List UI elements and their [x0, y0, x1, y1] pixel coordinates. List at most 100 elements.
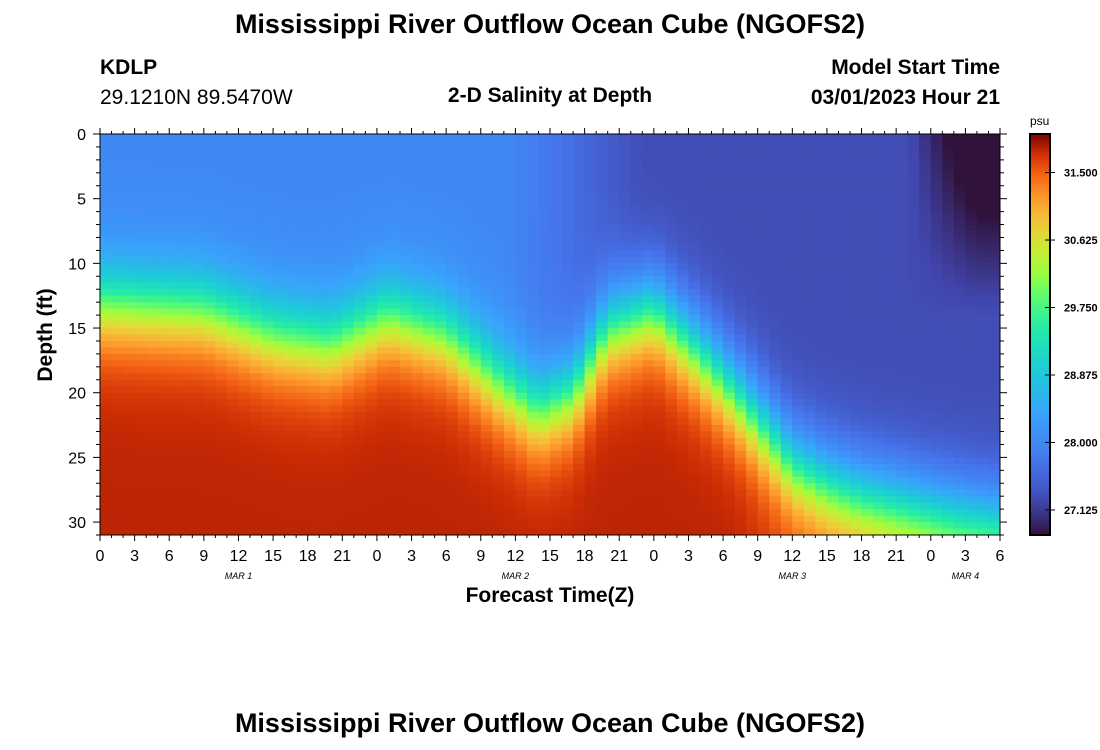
heatmap-cell: [584, 470, 597, 478]
heatmap-cell: [365, 140, 378, 148]
heatmap-cell: [873, 205, 886, 213]
heatmap-cell: [423, 224, 436, 232]
heatmap-cell: [469, 256, 482, 264]
heatmap-cell: [769, 224, 782, 232]
heatmap-cell: [850, 276, 863, 284]
y-tick-label: 0: [77, 127, 86, 144]
heatmap-cell: [169, 366, 182, 374]
heatmap-cell: [550, 431, 563, 439]
heatmap-cell: [700, 334, 713, 342]
heatmap-cell: [803, 392, 816, 400]
heatmap-cell: [296, 360, 309, 368]
heatmap-cell: [169, 328, 182, 336]
heatmap-cell: [884, 231, 897, 239]
heatmap-cell: [423, 386, 436, 394]
heatmap-cell: [711, 185, 724, 193]
heatmap-cell: [700, 328, 713, 336]
heatmap-cell: [123, 328, 136, 336]
heatmap-cell: [561, 522, 574, 530]
heatmap-cell: [330, 457, 343, 465]
heatmap-cell: [169, 302, 182, 310]
heatmap-cell: [607, 450, 620, 458]
model-start-label: Model Start Time: [831, 56, 1000, 79]
heatmap-cell: [976, 134, 990, 142]
heatmap-cell: [434, 450, 447, 458]
heatmap-cell: [607, 463, 620, 471]
heatmap-cell: [123, 399, 136, 407]
heatmap-cell: [307, 192, 320, 200]
heatmap-cell: [838, 463, 851, 471]
heatmap-cell: [492, 483, 505, 491]
heatmap-cell: [157, 134, 170, 142]
heatmap-cell: [630, 450, 643, 458]
heatmap-cell: [711, 476, 724, 484]
heatmap-cell: [284, 134, 297, 142]
heatmap-cell: [711, 509, 724, 517]
heatmap-cell: [884, 166, 897, 174]
heatmap-cell: [907, 179, 920, 187]
heatmap-cell: [296, 463, 309, 471]
heatmap-cell: [250, 231, 263, 239]
heatmap-cell: [746, 470, 759, 478]
heatmap-cell: [873, 289, 886, 297]
heatmap-cell: [861, 347, 874, 355]
heatmap-cell: [238, 366, 251, 374]
heatmap-cell: [734, 315, 747, 323]
heatmap-cell: [942, 308, 955, 316]
heatmap-cell: [157, 192, 170, 200]
heatmap-cell: [861, 237, 874, 245]
heatmap-cell: [711, 412, 724, 420]
heatmap-cell: [284, 192, 297, 200]
heatmap-cell: [215, 295, 228, 303]
heatmap-cell: [515, 172, 528, 180]
heatmap-cell: [261, 328, 274, 336]
heatmap-cell: [203, 185, 216, 193]
heatmap-cell: [526, 496, 540, 504]
heatmap-cell: [850, 405, 863, 413]
heatmap-cell: [515, 515, 528, 523]
heatmap-cell: [446, 483, 459, 491]
heatmap-cell: [400, 198, 413, 206]
heatmap-cell: [446, 450, 459, 458]
heatmap-cell: [400, 243, 413, 252]
heatmap-cell: [550, 334, 563, 342]
heatmap-cell: [203, 231, 216, 239]
heatmap-cell: [561, 334, 574, 342]
heatmap-cell: [792, 315, 805, 323]
heatmap-cell: [342, 269, 355, 277]
heatmap-cell: [411, 496, 424, 504]
heatmap-cell: [238, 256, 251, 264]
heatmap-cell: [826, 243, 840, 252]
heatmap-cell: [157, 328, 170, 336]
heatmap-cell: [688, 250, 701, 258]
heatmap-cell: [180, 334, 193, 342]
heatmap-cell: [723, 515, 736, 523]
heatmap-cell: [861, 431, 874, 439]
heatmap-cell: [157, 166, 170, 174]
heatmap-cell: [307, 509, 320, 517]
heatmap-cell: [192, 476, 205, 484]
heatmap-cell: [307, 431, 320, 439]
heatmap-cell: [353, 172, 366, 180]
heatmap-cell: [619, 211, 632, 219]
heatmap-cell: [365, 470, 378, 478]
heatmap-cell: [284, 379, 297, 387]
heatmap-cell: [780, 198, 793, 206]
heatmap-cell: [492, 489, 505, 497]
heatmap-cell: [850, 463, 863, 471]
heatmap-cell: [723, 399, 736, 407]
heatmap-cell: [284, 457, 297, 465]
heatmap-cell: [850, 425, 863, 433]
heatmap-cell: [503, 308, 516, 316]
heatmap-cell: [930, 263, 943, 271]
heatmap-cell: [330, 295, 343, 303]
heatmap-cell: [653, 146, 666, 155]
heatmap-cell: [423, 463, 436, 471]
heatmap-cell: [769, 379, 782, 387]
heatmap-cell: [550, 237, 563, 245]
heatmap-cell: [203, 224, 216, 232]
heatmap-cell: [284, 146, 297, 155]
heatmap-cell: [434, 470, 447, 478]
heatmap-cell: [653, 172, 666, 180]
heatmap-cell: [630, 334, 643, 342]
